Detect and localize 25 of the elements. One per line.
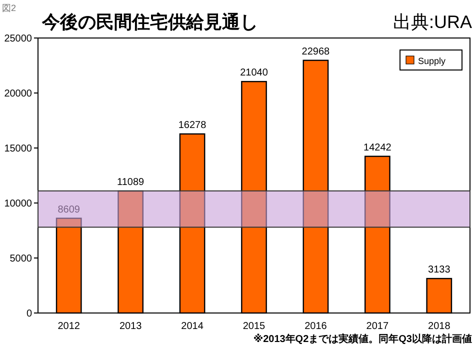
y-tick-label: 25000 [4,34,32,44]
y-tick-label: 10000 [4,198,32,210]
x-tick-label: 2017 [366,321,389,332]
chart-title: 今後の民間住宅供給見通し [41,12,258,32]
legend-label: Supply [418,56,446,66]
data-label: 8609 [58,204,80,216]
x-tick-label: 2018 [428,321,451,332]
data-label: 11089 [117,177,145,188]
x-tick-label: 2014 [181,321,204,332]
y-tick-label: 0 [26,308,32,320]
data-label: 21040 [240,68,268,79]
caption: 図2 [2,3,16,13]
x-tick-label: 2016 [304,321,328,332]
data-label: 16278 [178,120,207,131]
source-note: 出典:URA [392,12,472,32]
y-tick-label: 5000 [10,254,32,264]
y-tick-label: 20000 [4,88,32,100]
data-label: 22968 [302,46,330,58]
data-label: 14242 [364,142,392,154]
x-tick-label: 2015 [242,321,266,332]
text: ※2013年Q2までは実績値。同年Q3以降は計画値 [253,333,472,345]
data-label: 3133 [428,264,451,276]
x-tick-label: 2013 [119,321,142,332]
y-tick-label: 15000 [4,144,32,154]
x-tick-label: 2012 [58,321,80,332]
